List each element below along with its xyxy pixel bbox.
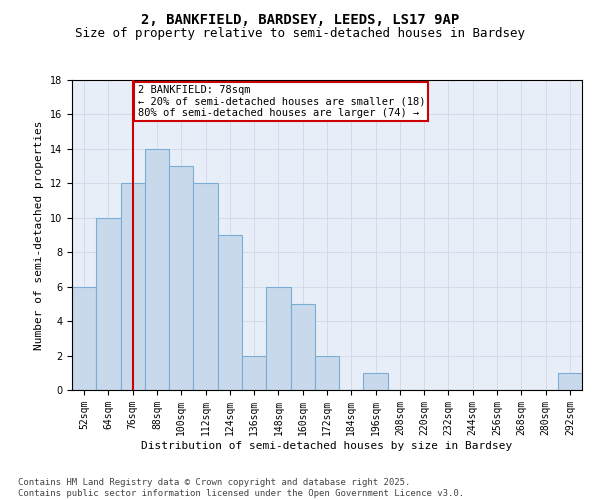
Text: 2, BANKFIELD, BARDSEY, LEEDS, LS17 9AP: 2, BANKFIELD, BARDSEY, LEEDS, LS17 9AP: [141, 12, 459, 26]
Bar: [315, 356, 339, 390]
Bar: [242, 356, 266, 390]
Text: 2 BANKFIELD: 78sqm
← 20% of semi-detached houses are smaller (18)
80% of semi-de: 2 BANKFIELD: 78sqm ← 20% of semi-detache…: [137, 85, 425, 118]
Bar: [218, 235, 242, 390]
Bar: [290, 304, 315, 390]
Bar: [121, 184, 145, 390]
Text: Contains HM Land Registry data © Crown copyright and database right 2025.
Contai: Contains HM Land Registry data © Crown c…: [18, 478, 464, 498]
Bar: [169, 166, 193, 390]
Bar: [72, 286, 96, 390]
Bar: [266, 286, 290, 390]
Bar: [193, 184, 218, 390]
X-axis label: Distribution of semi-detached houses by size in Bardsey: Distribution of semi-detached houses by …: [142, 440, 512, 450]
Text: Size of property relative to semi-detached houses in Bardsey: Size of property relative to semi-detach…: [75, 28, 525, 40]
Y-axis label: Number of semi-detached properties: Number of semi-detached properties: [34, 120, 44, 350]
Bar: [96, 218, 121, 390]
Bar: [145, 149, 169, 390]
Bar: [364, 373, 388, 390]
Bar: [558, 373, 582, 390]
